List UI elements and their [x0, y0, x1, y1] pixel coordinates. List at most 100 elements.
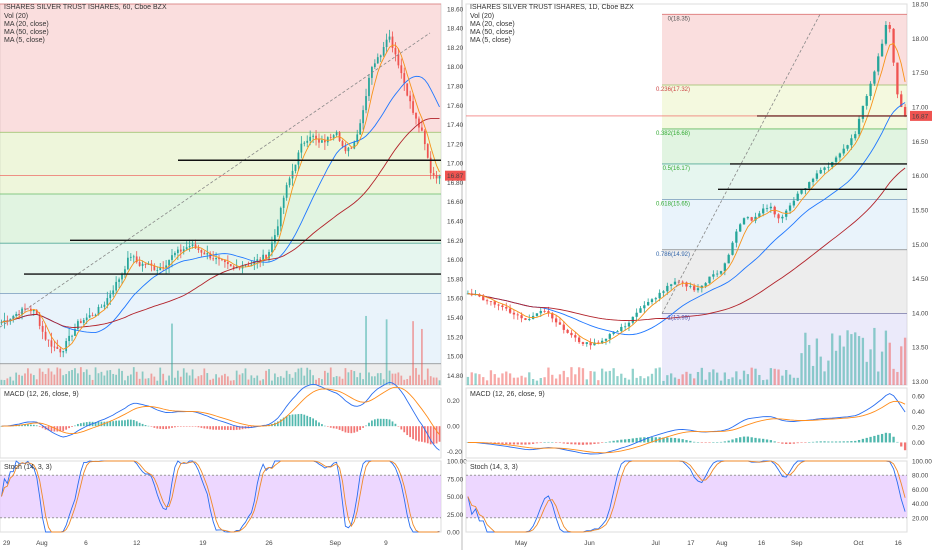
time-tick: Aug	[716, 540, 728, 547]
candle	[112, 290, 115, 295]
candle	[191, 244, 194, 246]
macd-hist-bar	[723, 441, 726, 443]
macd-hist-bar	[176, 426, 179, 427]
volume-bar	[256, 375, 259, 385]
candle	[274, 235, 276, 243]
macd-hist-bar	[604, 442, 608, 443]
macd-hist-bar	[59, 426, 62, 432]
macd-hist-bar	[94, 422, 97, 427]
macd-hist-bar	[347, 426, 350, 433]
candle	[421, 127, 423, 131]
volume-bar	[423, 379, 426, 385]
candle	[792, 200, 796, 206]
candle	[188, 245, 191, 248]
candle	[834, 157, 838, 162]
candle	[712, 274, 715, 277]
macd-hist-bar	[823, 441, 826, 443]
candle	[704, 283, 707, 286]
volume-bar	[666, 375, 669, 385]
left-legend-ma50: MA (50, close)	[4, 29, 49, 36]
candle	[403, 73, 406, 84]
volume-bar	[44, 374, 47, 385]
volume-bar	[880, 351, 884, 385]
volume-bar	[616, 376, 619, 385]
candle	[478, 294, 481, 297]
volume-bar	[85, 369, 88, 385]
volume-bar	[371, 376, 373, 385]
volume-bar	[823, 371, 826, 385]
candle	[212, 258, 215, 260]
zone-band	[662, 249, 907, 314]
candle	[276, 226, 279, 236]
right-chart[interactable]: 18.50 18.00 17.50 17.00 16.50 16.00 15.50 15.00…	[465, 2, 932, 548]
macd-hist-bar	[700, 442, 703, 443]
volume-bar	[282, 377, 285, 385]
candle	[769, 206, 773, 209]
candle	[350, 147, 353, 149]
price-tick: 16.80	[447, 180, 464, 187]
candle	[226, 262, 229, 265]
fib-label: 0.236(17.32)	[656, 87, 690, 93]
price-tick: 18.00	[912, 36, 929, 43]
candle	[62, 351, 65, 353]
volume-bar	[212, 378, 215, 385]
time-tick: 16	[895, 540, 903, 547]
macd-tick: 0.20	[447, 398, 460, 405]
volume-bar	[274, 373, 276, 385]
candle	[71, 335, 73, 337]
volume-bar	[115, 374, 118, 385]
volume-bar	[379, 373, 382, 385]
volume-bar	[409, 375, 412, 385]
candle	[347, 147, 350, 152]
volume-bar	[382, 379, 385, 385]
volume-bar	[12, 380, 15, 385]
macd-hist-bar	[156, 426, 159, 429]
candle	[373, 63, 376, 68]
macd-hist-bar	[185, 426, 188, 427]
macd-hist-bar	[121, 420, 123, 427]
volume-bar	[746, 374, 750, 385]
candle	[620, 326, 623, 332]
macd-hist-bar	[179, 426, 182, 427]
volume-bar	[884, 330, 888, 385]
volume-bar	[124, 380, 126, 385]
volume-bar	[796, 377, 799, 385]
volume-bar	[253, 377, 256, 385]
volume-bar	[808, 344, 811, 385]
candle	[12, 316, 15, 319]
volume-bar	[244, 368, 247, 385]
volume-bar	[112, 373, 115, 385]
macd-hist-bar	[731, 439, 734, 443]
left-legend-ma5: MA (5, close)	[4, 37, 45, 44]
candle	[144, 263, 147, 265]
volume-bar	[100, 371, 103, 385]
volume-bar	[539, 378, 542, 385]
volume-bar	[623, 377, 627, 385]
macd-hist-bar	[315, 420, 317, 427]
candle	[412, 101, 414, 113]
volume-bar	[162, 373, 165, 385]
macd-hist-bar	[742, 436, 746, 443]
volume-bar	[127, 375, 129, 385]
price-tick: 16.60	[447, 199, 464, 206]
candle	[604, 338, 608, 341]
candle	[32, 309, 35, 312]
candle	[693, 286, 696, 291]
macd-hist-bar	[41, 426, 44, 429]
ma5-line	[467, 42, 906, 344]
macd-hist-bar	[854, 440, 857, 443]
candle	[735, 231, 738, 243]
macd-hist-bar	[397, 426, 400, 427]
left-chart[interactable]: 18.60 18.40 18.20 18.00 17.80 17.60 17.40 17.20…	[0, 3, 469, 547]
volume-bar	[735, 371, 738, 385]
macd-hist-bar	[62, 426, 65, 432]
candle	[315, 135, 317, 140]
macd-hist-bar	[326, 426, 329, 427]
candle	[597, 342, 600, 344]
candle	[168, 260, 170, 266]
volume-bar	[677, 378, 680, 385]
candle	[132, 256, 135, 258]
volume-bar	[877, 371, 880, 385]
macd-hist-bar	[861, 438, 865, 443]
candle	[259, 259, 262, 261]
